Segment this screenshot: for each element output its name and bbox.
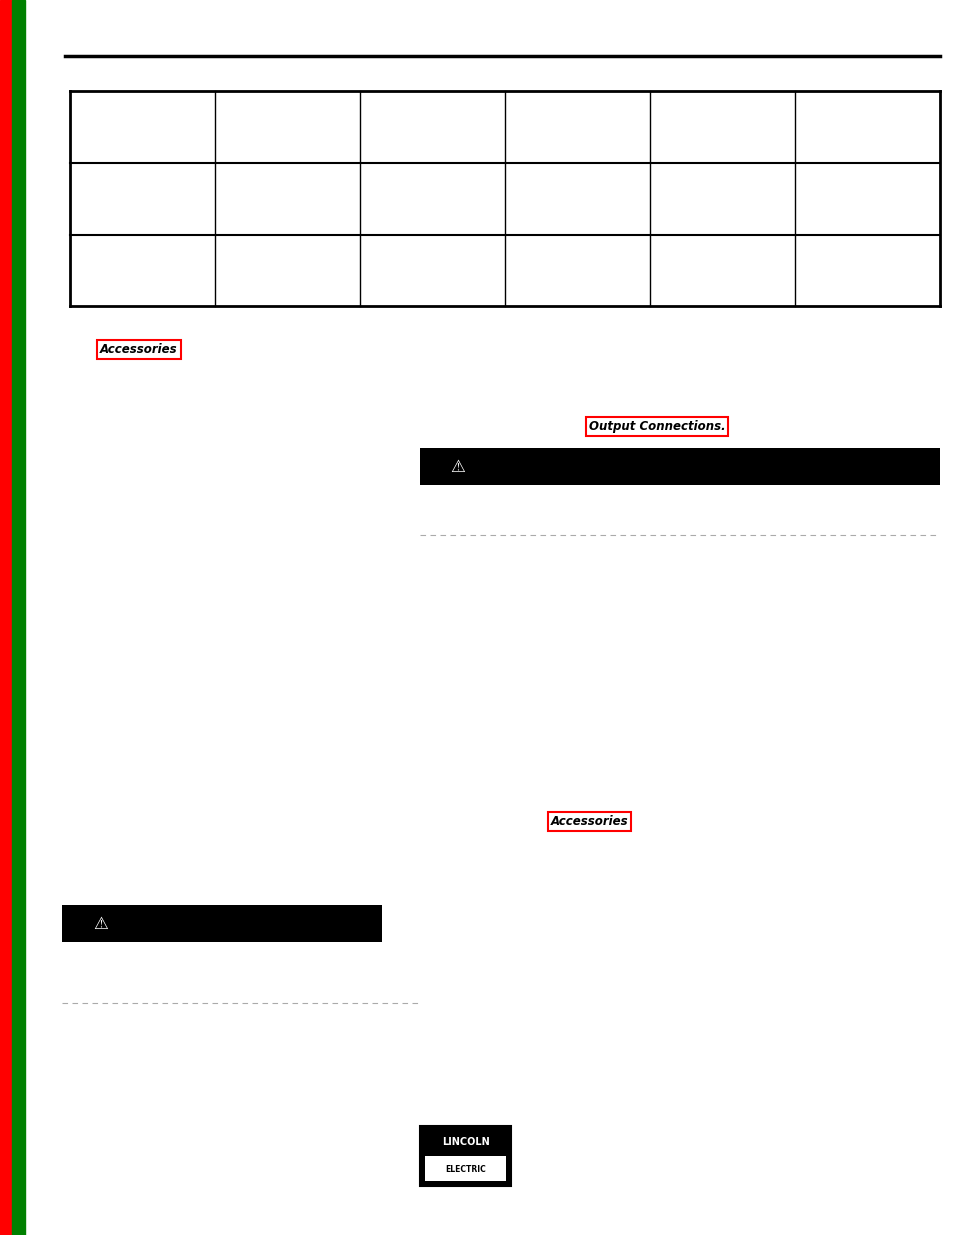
Bar bbox=[419, 448, 939, 485]
Text: ⚠: ⚠ bbox=[450, 458, 465, 475]
Text: Return to Master TOC: Return to Master TOC bbox=[14, 337, 23, 441]
Text: ⚠: ⚠ bbox=[92, 915, 108, 932]
Text: Accessories: Accessories bbox=[550, 815, 627, 827]
Text: Return to Section TOC: Return to Section TOC bbox=[2, 663, 10, 769]
Text: Accessories: Accessories bbox=[100, 343, 177, 356]
Text: Return to Section TOC: Return to Section TOC bbox=[2, 990, 10, 1097]
Bar bbox=[0, 0, 12, 1235]
Text: Return to Master TOC: Return to Master TOC bbox=[14, 992, 23, 1095]
Text: LINCOLN: LINCOLN bbox=[441, 1137, 489, 1147]
Text: ELECTRIC: ELECTRIC bbox=[445, 1165, 485, 1173]
Bar bbox=[62, 905, 381, 942]
Text: Output Connections.: Output Connections. bbox=[588, 420, 724, 432]
Text: Return to Section TOC: Return to Section TOC bbox=[2, 336, 10, 442]
Text: Return to Section TOC: Return to Section TOC bbox=[2, 58, 10, 164]
Bar bbox=[12, 0, 25, 1235]
Text: Return to Master TOC: Return to Master TOC bbox=[14, 59, 23, 163]
Bar bbox=[425, 1156, 505, 1181]
Bar bbox=[419, 1126, 511, 1186]
Text: Return to Master TOC: Return to Master TOC bbox=[14, 664, 23, 768]
